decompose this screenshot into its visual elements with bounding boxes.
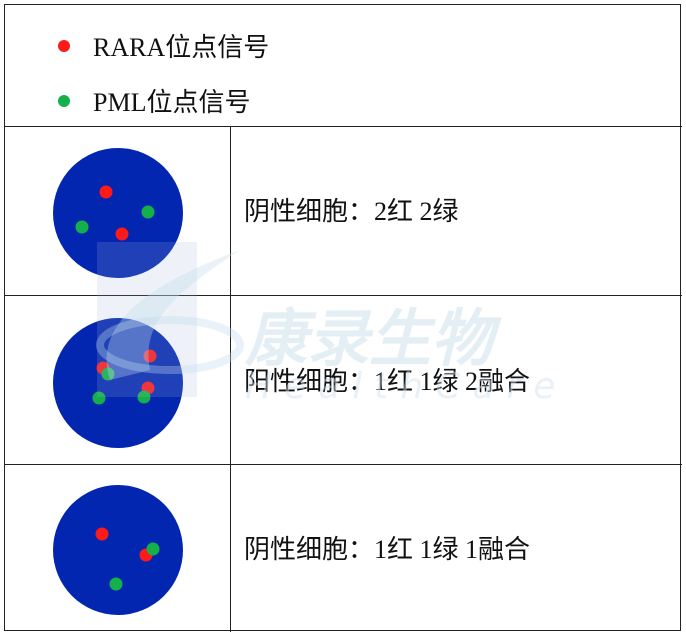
row-divider <box>4 126 682 127</box>
cell-negative-1r1g1f <box>53 485 183 615</box>
nucleus <box>53 148 183 278</box>
green-signal <box>146 542 160 556</box>
nucleus <box>53 318 183 448</box>
red-signal <box>95 527 109 541</box>
legend-item-rara: RARA位点信号 <box>58 27 269 64</box>
green-signal <box>109 577 123 591</box>
green-dot-icon <box>58 94 70 107</box>
green-signal <box>75 220 89 234</box>
green-signal <box>141 205 155 219</box>
green-signal <box>137 390 151 404</box>
row-label: 阴性细胞：2红 2绿 <box>244 197 459 226</box>
row-divider <box>4 464 682 465</box>
green-signal <box>92 391 106 405</box>
red-signal <box>143 349 157 363</box>
row-label: 阳性细胞：1红 1绿 2融合 <box>244 367 531 396</box>
red-signal <box>115 227 129 241</box>
legend-label: RARA位点信号 <box>93 33 270 62</box>
legend-item-pml: PML位点信号 <box>58 82 250 119</box>
nucleus <box>53 485 183 615</box>
red-signal <box>99 185 113 199</box>
row-divider <box>4 295 682 296</box>
legend-label: PML位点信号 <box>93 88 251 117</box>
table-frame <box>4 4 681 631</box>
red-dot-icon <box>58 39 70 52</box>
row-label: 阴性细胞：1红 1绿 1融合 <box>244 535 531 564</box>
cell-positive-1r1g2f <box>53 318 183 448</box>
green-signal <box>101 367 115 381</box>
cell-negative-2r2g <box>53 148 183 278</box>
column-divider <box>230 127 231 632</box>
